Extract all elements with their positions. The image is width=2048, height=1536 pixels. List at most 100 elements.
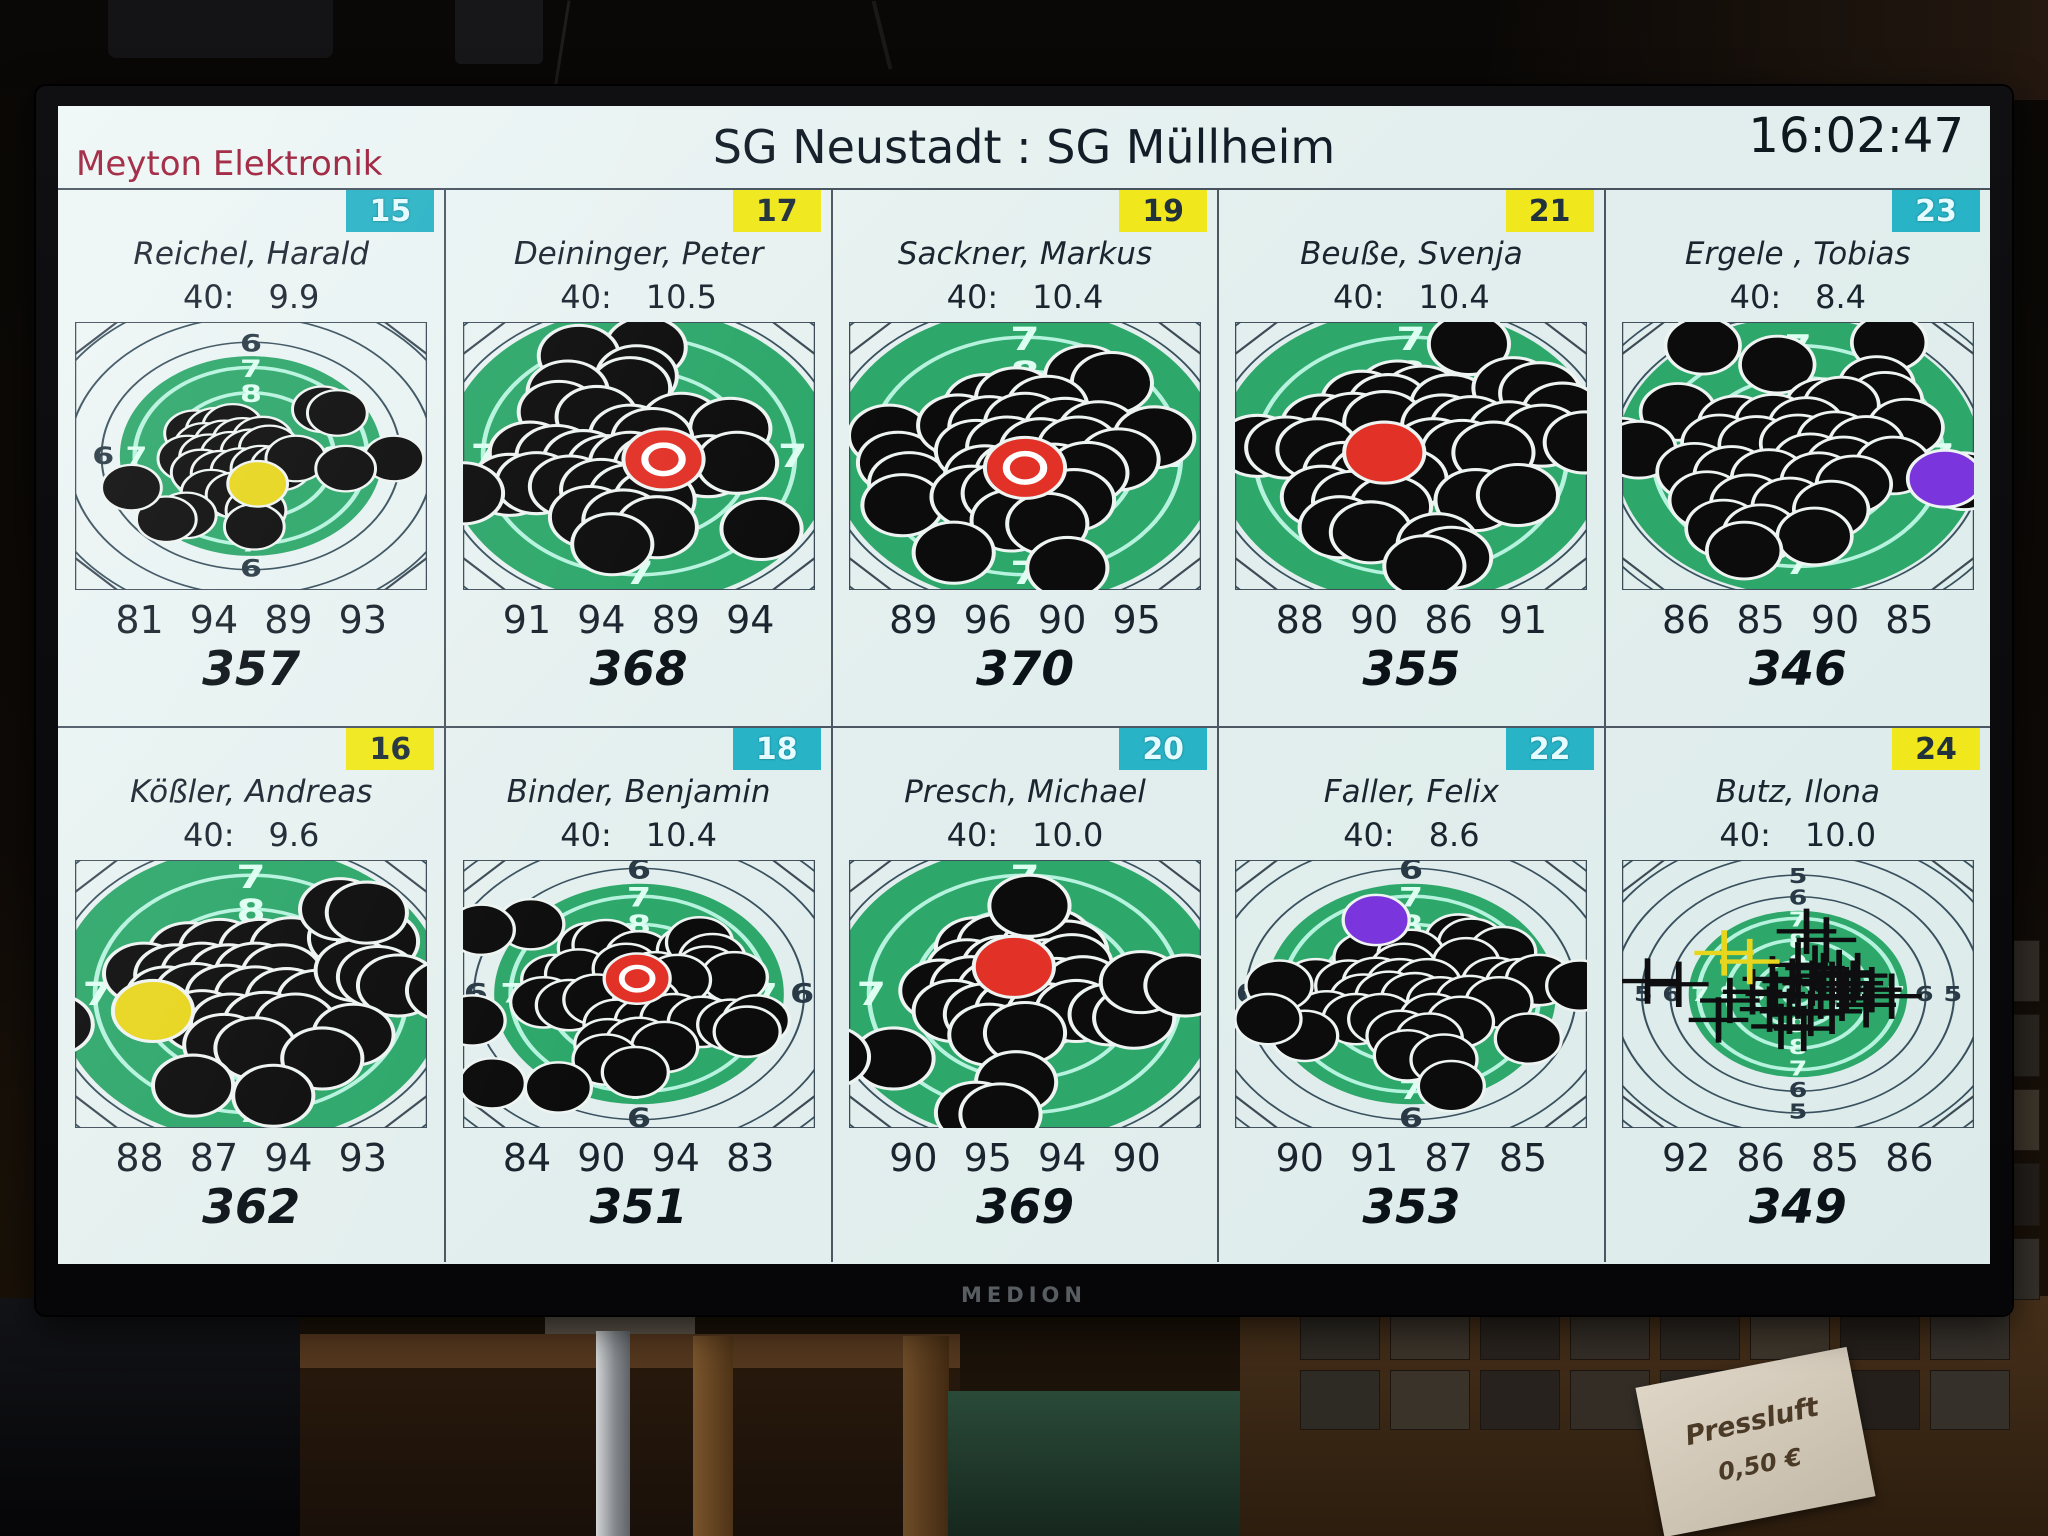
svg-text:7: 7 — [857, 975, 886, 1013]
total-score: 370 — [975, 642, 1075, 697]
sign-line1: Pressluft — [1681, 1391, 1822, 1452]
shot-count-average: 40: 10.4 — [1219, 278, 1603, 316]
series-scores: 86 85 90 85 — [1661, 598, 1934, 642]
shot-count-average: 40: 9.6 — [58, 816, 444, 854]
shot-count-average: 40: 10.0 — [1606, 816, 1990, 854]
svg-text:6: 6 — [626, 860, 650, 885]
average-value: 10.0 — [1032, 816, 1104, 854]
shooter-name: Deininger, Peter — [513, 236, 764, 272]
lane-badge: 18 — [732, 728, 821, 770]
old-monitor — [0, 1298, 300, 1536]
shooter-name: Binder, Benjamin — [506, 774, 771, 810]
scoreboard-header: Meyton Elektronik SG Neustadt : SG Müllh… — [58, 106, 1990, 190]
wooden-post — [903, 1336, 949, 1536]
shot-count-label: 40: — [1719, 816, 1771, 854]
svg-text:7: 7 — [126, 442, 148, 470]
svg-text:6: 6 — [790, 979, 814, 1010]
svg-text:7: 7 — [1397, 322, 1426, 358]
shooter-panel: 20 Presch, Michael 40:10.0 777788889999 … — [830, 726, 1218, 1262]
svg-text:6: 6 — [1788, 1078, 1807, 1102]
total-score: 351 — [589, 1180, 688, 1235]
average-value: 8.4 — [1815, 278, 1866, 316]
shot-count-label: 40: — [560, 816, 612, 854]
shooter-name: Beuße, Svenja — [1300, 236, 1523, 272]
cable — [871, 0, 893, 70]
shot-count-label: 40: — [946, 278, 999, 316]
target-diagram: 777788889999 — [848, 860, 1201, 1128]
wall-shadow — [1488, 0, 2048, 100]
shot-count-average: 40: 9.9 — [58, 278, 444, 316]
cable — [552, 0, 571, 96]
shot-count-label: 40: — [183, 278, 235, 316]
shot-count-average: 40: 10.4 — [446, 816, 830, 854]
svg-text:5: 5 — [1788, 1100, 1807, 1124]
target-diagram: 6666777788889999 — [462, 860, 815, 1128]
series-scores: 88 90 86 91 — [1275, 598, 1548, 642]
tv-brand-logo: MEDION — [961, 1283, 1087, 1307]
average-value: 10.4 — [1032, 278, 1104, 316]
shooter-name: Butz, Ilona — [1715, 774, 1880, 810]
target-diagram: 6666777788889999 — [1235, 860, 1588, 1128]
lane-badge: 19 — [1119, 190, 1208, 232]
scoreboard-screen: Meyton Elektronik SG Neustadt : SG Müllh… — [58, 106, 1990, 1264]
brand-label: Meyton Elektronik — [76, 144, 383, 184]
lane-badge: 16 — [346, 728, 435, 770]
average-value: 10.4 — [645, 816, 717, 854]
panel-grid: 15 Reichel, Harald 40: 9.9 6 6 6 6 7777888899… — [58, 190, 1990, 1262]
series-scores: 91 94 89 94 — [502, 598, 775, 642]
svg-text:7: 7 — [626, 882, 650, 913]
lane-badge: 21 — [1505, 190, 1594, 232]
target-diagram: 777788889999 — [1235, 322, 1588, 590]
shooter-name: Reichel, Harald — [133, 236, 370, 272]
total-score: 349 — [1748, 1180, 1847, 1235]
speaker-box — [108, 0, 333, 58]
shot-count-label: 40: — [1729, 278, 1782, 316]
shooter-name: Presch, Michael — [904, 774, 1146, 810]
photo-thumb — [1300, 1370, 1380, 1430]
shooter-panel: 17 Deininger, Peter 40: 10.5 777788889999… — [444, 190, 830, 726]
total-score: 369 — [975, 1180, 1075, 1235]
photo-thumb — [1390, 1370, 1470, 1430]
tv-bezel: Meyton Elektronik SG Neustadt : SG Müllh… — [36, 86, 2012, 1315]
lane-badge: 15 — [346, 190, 435, 232]
average-value: 9.9 — [268, 278, 320, 316]
wooden-post — [693, 1336, 733, 1536]
svg-text:5: 5 — [1788, 864, 1807, 888]
svg-text:7: 7 — [1788, 1057, 1807, 1081]
average-value: 9.6 — [268, 816, 320, 854]
wall-device — [455, 0, 543, 64]
average-value: 10.0 — [1804, 816, 1877, 854]
shot-count-average: 40: 10.0 — [833, 816, 1217, 854]
metal-pole — [596, 1331, 630, 1536]
lane-badge: 17 — [732, 190, 821, 232]
series-scores: 92 86 85 86 — [1661, 1136, 1934, 1180]
series-scores: 81 94 89 93 — [115, 598, 388, 642]
lane-badge: 20 — [1119, 728, 1208, 770]
shooter-name: Sackner, Markus — [897, 236, 1153, 272]
target-diagram: 777788889999 — [848, 322, 1201, 590]
total-score: 357 — [202, 642, 301, 697]
shooter-name: Faller, Felix — [1323, 774, 1499, 810]
shooter-name: Ergele , Tobias — [1684, 236, 1911, 272]
shooter-panel: 24 Butz, Ilona 40:10.0 55556666777788889… — [1603, 726, 1990, 1262]
lane-badge: 24 — [1891, 728, 1980, 770]
svg-text:7: 7 — [1010, 322, 1039, 358]
svg-text:8: 8 — [240, 380, 262, 408]
target-diagram: 777788889999 — [1621, 322, 1974, 590]
shot-count-label: 40: — [560, 278, 612, 316]
target-diagram: 6666777788889999 — [75, 322, 428, 590]
svg-text:7: 7 — [1788, 907, 1807, 931]
total-score: 353 — [1362, 1180, 1461, 1235]
average-value: 10.5 — [645, 278, 717, 316]
svg-text:6: 6 — [240, 554, 262, 582]
total-score: 355 — [1362, 642, 1461, 697]
match-title: SG Neustadt : SG Müllheim — [712, 120, 1336, 174]
svg-text:7: 7 — [240, 355, 262, 383]
sign-line2: 0,50 € — [1715, 1442, 1804, 1486]
series-scores: 90 95 94 90 — [889, 1136, 1161, 1180]
total-score: 346 — [1748, 642, 1847, 697]
photo-thumb — [1930, 1370, 2010, 1430]
shooter-panel: 18 Binder, Benjamin 40:10.4 666677778888… — [444, 726, 831, 1262]
wooden-table — [300, 1336, 960, 1536]
